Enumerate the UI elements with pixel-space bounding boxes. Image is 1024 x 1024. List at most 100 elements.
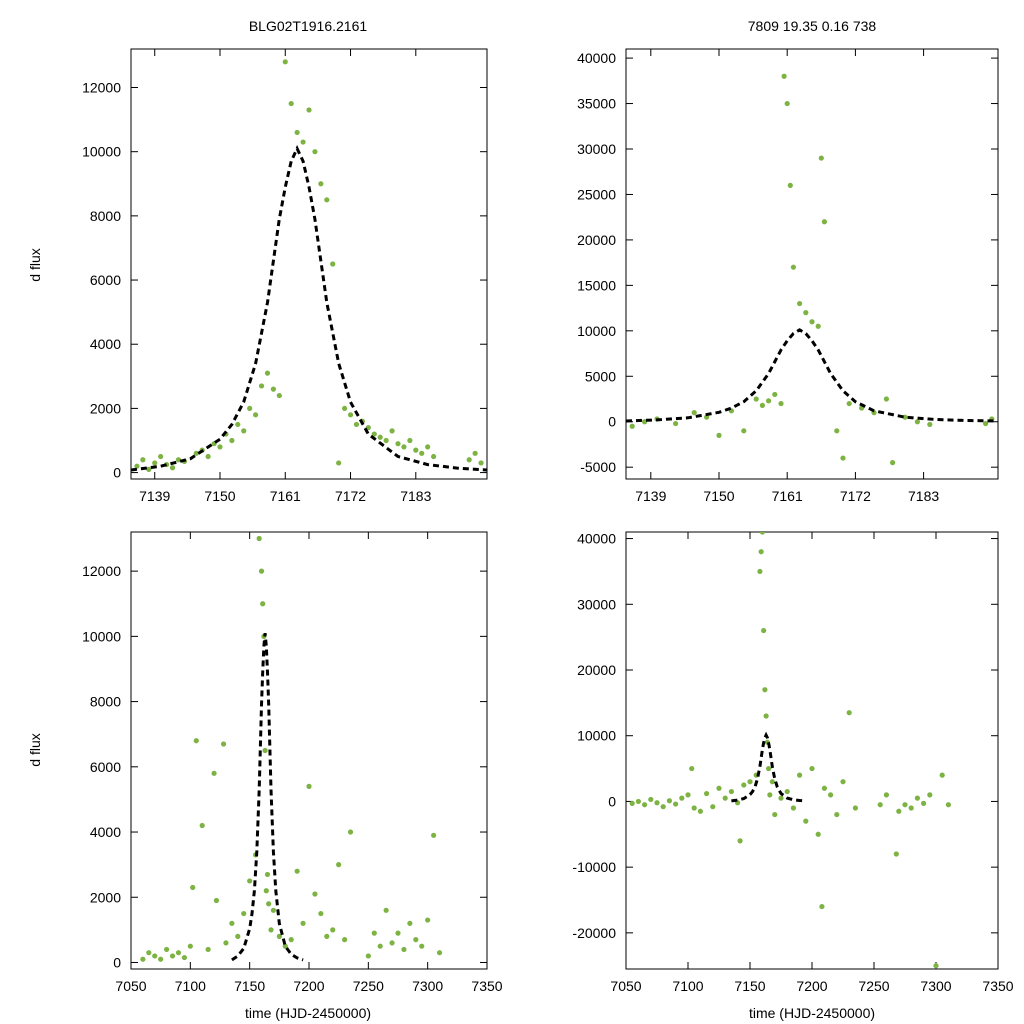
x-tick-label: 7150	[204, 488, 235, 504]
data-point	[318, 910, 324, 917]
x-tick-label: 7150	[734, 978, 765, 994]
data-point	[217, 444, 223, 450]
plot-area	[140, 535, 443, 962]
data-point	[927, 421, 933, 428]
data-point	[691, 410, 697, 416]
y-tick-label: -20000	[572, 925, 616, 941]
data-point	[413, 447, 419, 453]
model-curve	[731, 731, 806, 803]
data-point	[389, 940, 395, 946]
data-point	[819, 903, 825, 910]
data-point	[164, 946, 170, 953]
data-point	[300, 920, 306, 926]
data-point	[268, 927, 274, 933]
data-point	[169, 953, 176, 959]
x-tick-label: 7161	[772, 488, 803, 504]
data-point	[223, 940, 229, 946]
y-tick-label: 4000	[90, 336, 121, 352]
data-point	[914, 795, 921, 801]
data-point	[413, 937, 419, 943]
data-point	[205, 946, 211, 953]
data-point	[377, 434, 383, 440]
data-point	[921, 800, 927, 807]
x-tick-label: 7300	[412, 978, 443, 994]
data-point	[818, 155, 824, 161]
x-tick-label: 7183	[908, 488, 939, 504]
data-point	[821, 219, 828, 225]
data-point	[466, 457, 472, 463]
data-point	[697, 808, 704, 814]
data-point	[673, 420, 679, 427]
data-point	[741, 428, 747, 434]
plot-frame	[625, 48, 999, 480]
data-point	[945, 802, 952, 808]
figure-title-right: 7809 19.35 0.16 738	[748, 18, 877, 34]
xlabel-bottom-left: time (HJD-2450000)	[245, 1005, 371, 1021]
x-tick-label: 7200	[293, 978, 324, 994]
data-point	[342, 937, 348, 943]
x-tick-label: 7139	[139, 488, 170, 504]
data-point	[330, 261, 336, 267]
data-point	[673, 801, 679, 807]
data-point	[828, 792, 834, 798]
y-tick-label: 30000	[577, 596, 616, 612]
data-point	[797, 772, 803, 778]
data-point	[691, 805, 697, 811]
data-point	[235, 421, 241, 428]
data-point	[264, 370, 271, 376]
data-point	[809, 319, 815, 325]
data-point	[158, 453, 164, 460]
y-tick-label: 8000	[90, 208, 121, 224]
data-point	[262, 747, 268, 754]
data-point	[815, 831, 821, 837]
data-point	[908, 805, 914, 811]
data-point	[778, 795, 784, 801]
data-point	[757, 568, 763, 575]
y-tick-label: 10000	[82, 628, 121, 644]
data-point	[787, 182, 793, 188]
data-point	[205, 453, 211, 460]
data-point	[407, 920, 413, 926]
data-point	[294, 129, 300, 136]
data-point	[383, 437, 389, 444]
data-point	[190, 884, 196, 891]
data-point	[890, 460, 896, 466]
data-point	[371, 431, 377, 437]
data-point	[846, 710, 852, 716]
data-point	[229, 920, 235, 926]
data-point	[353, 421, 360, 428]
y-tick-label: 25000	[577, 186, 616, 202]
data-point	[383, 907, 389, 913]
data-point	[140, 457, 146, 463]
data-point	[300, 139, 306, 145]
y-tick-label: 12000	[82, 80, 121, 96]
data-point	[716, 432, 722, 438]
data-point	[790, 264, 797, 270]
data-point	[260, 601, 266, 607]
data-point	[642, 419, 648, 425]
data-point	[821, 785, 828, 791]
y-tick-label: 0	[608, 793, 616, 809]
data-point	[152, 460, 158, 466]
panel-bottom-right: -20000 -10000 0 10000 20000 30000 40000 7050 710…	[572, 531, 1013, 994]
data-point	[318, 181, 324, 187]
data-point	[472, 450, 478, 456]
plot-frame	[130, 531, 488, 970]
data-point	[877, 802, 883, 808]
y-tick-label: 8000	[90, 694, 121, 710]
x-tick-label: 7350	[471, 978, 502, 994]
data-point	[737, 838, 743, 844]
xlabel-bottom-right: time (HJD-2450000)	[749, 1005, 875, 1021]
data-point	[211, 770, 217, 776]
data-point	[247, 405, 253, 412]
data-point	[389, 428, 395, 434]
plot-frame	[625, 531, 999, 970]
data-point	[288, 100, 294, 107]
data-point	[761, 627, 767, 634]
y-tick-label: 0	[608, 414, 616, 430]
data-point	[883, 792, 890, 798]
x-tick-label: 7150	[703, 488, 734, 504]
data-point	[312, 891, 318, 897]
plot-frame	[130, 48, 488, 480]
data-point	[784, 100, 790, 107]
